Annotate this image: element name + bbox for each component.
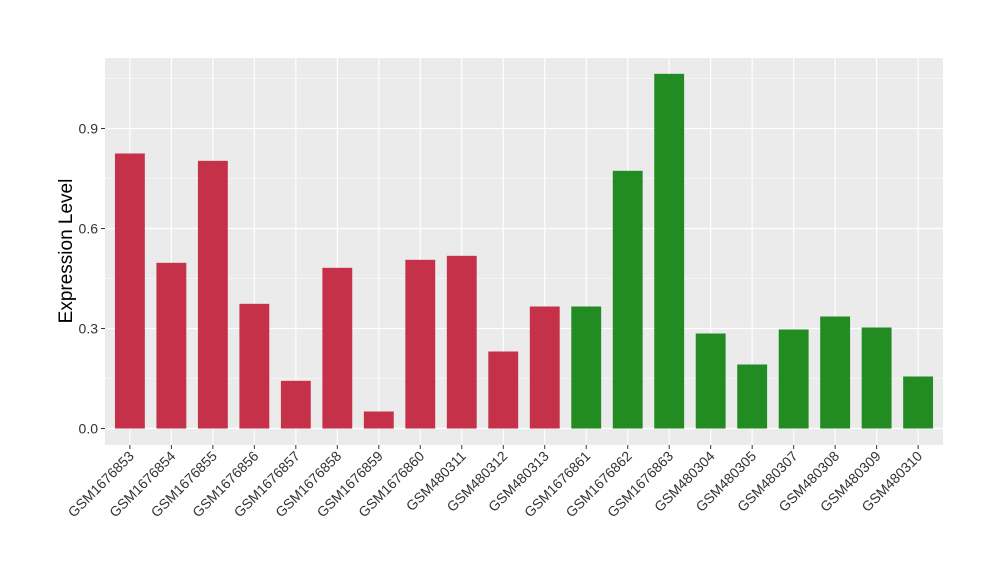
y-tick-label: 0.3 [79, 321, 99, 337]
bar-GSM1676859 [363, 411, 394, 429]
y-axis-label: Expression Level [56, 179, 77, 324]
bar-GSM1676856 [239, 303, 270, 429]
bar-GSM1676863 [654, 73, 685, 429]
bar-GSM480308 [820, 316, 851, 429]
bar-GSM480304 [695, 333, 726, 429]
x-axis: GSM1676853GSM1676854GSM1676855GSM1676856… [65, 445, 925, 520]
bar-GSM1676858 [322, 267, 353, 429]
bar-GSM1676860 [405, 259, 436, 429]
bar-GSM480313 [529, 306, 560, 429]
bar-GSM480311 [446, 255, 477, 429]
y-axis: 0.0 0.3 0.6 0.9 [79, 121, 105, 437]
bar-GSM480312 [488, 351, 519, 429]
bar-GSM1676862 [612, 170, 643, 429]
y-tick-label: 0.6 [79, 221, 99, 237]
bar-GSM1676854 [156, 262, 187, 429]
bar-GSM480309 [861, 327, 892, 429]
bar-GSM1676861 [571, 306, 602, 429]
plot-panel [105, 58, 943, 445]
bar-GSM1676853 [114, 153, 145, 429]
bar-GSM480307 [778, 329, 809, 429]
bars [114, 73, 934, 429]
y-tick-label: 0.9 [79, 121, 99, 137]
y-tick-label: 0.0 [79, 421, 99, 437]
bar-GSM1676857 [280, 380, 311, 429]
bar-GSM480305 [737, 364, 768, 429]
bar-GSM1676855 [197, 160, 228, 429]
bar-GSM480310 [903, 376, 934, 429]
